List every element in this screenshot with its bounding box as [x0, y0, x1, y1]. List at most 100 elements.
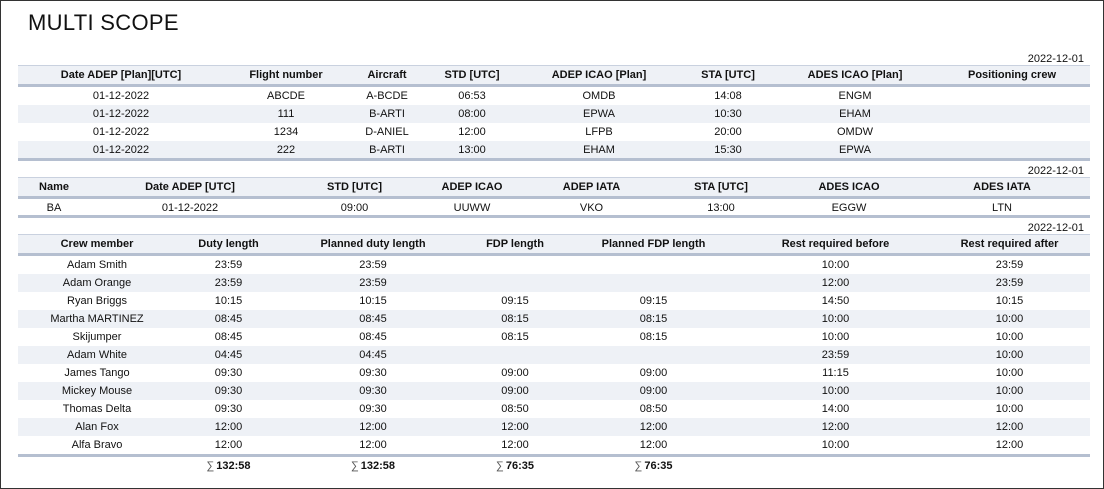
crew-cell: Skijumper — [72, 331, 122, 343]
flights-table: Date ADEP [Plan][UTC] Flight number Aircra… — [18, 65, 1090, 159]
crew-row: James Tango 09:30 09:30 09:00 09:00 11:15 10:0… — [18, 364, 1090, 382]
crew-cell: 23:59 — [742, 346, 929, 364]
crew-cell: 10:00 — [929, 346, 1090, 364]
crew-column-header: Crew member — [18, 234, 176, 256]
crew-header-row: Crew member Duty length Planned duty lengt… — [18, 234, 1090, 256]
positioning-column-header: ADEP IATA — [525, 177, 658, 199]
crew-row: Alan Fox 12:00 12:00 12:00 12:00 12:00 12:00 — [18, 418, 1090, 436]
crew-cell — [565, 274, 742, 292]
crew-cell: 23:59 — [929, 274, 1090, 292]
crew-cell: 23:59 — [214, 259, 243, 271]
positioning-column-header: STD [UTC] — [290, 177, 419, 199]
crew-cell: Mickey Mouse — [18, 382, 176, 400]
flight-cell: LFPB — [585, 126, 613, 138]
flight-column-header: Flight number — [224, 65, 348, 87]
crew-cell: 09:00 — [501, 367, 529, 379]
crew-cell: 23:59 — [995, 259, 1024, 271]
crew-cell: 23:59 — [359, 259, 387, 271]
crew-cell: 08:45 — [214, 331, 243, 343]
crew-cell: 10:00 — [995, 331, 1024, 343]
crew-total-cell: ∑ 132:58 — [281, 454, 465, 475]
crew-total-cell — [742, 454, 929, 475]
crew-cell: Alfa Bravo — [71, 439, 123, 451]
crew-cell: 10:00 — [821, 439, 850, 451]
flight-cell: 01-12-2022 — [18, 105, 224, 123]
crew-cell: 09:30 — [176, 382, 281, 400]
crew-cell: 12:00 — [639, 439, 668, 451]
sum-icon: ∑ — [634, 460, 643, 472]
positioning-column-header: ADES IATA — [914, 177, 1090, 199]
crew-cell: Alan Fox — [18, 418, 176, 436]
crew-cell: 11:15 — [822, 367, 849, 379]
crew-cell: 12:00 — [742, 274, 929, 292]
positioning-table-end-rule — [18, 215, 1090, 218]
crew-cell: 12:00 — [565, 418, 742, 436]
crew-cell: 09:00 — [465, 382, 565, 400]
flight-cell: 06:53 — [458, 90, 486, 102]
positioning-cell: UUWW — [453, 202, 491, 214]
crew-cell: 08:45 — [176, 310, 281, 328]
flight-cell — [934, 105, 1090, 123]
crew-cell: Adam Smith — [67, 259, 127, 271]
crew-column-header: Planned FDP length — [565, 234, 742, 256]
crew-cell: 10:00 — [742, 310, 929, 328]
positioning-cell: VKO — [579, 202, 604, 214]
crew-row: Skijumper 08:45 08:45 08:15 08:15 10:00 10:00 — [18, 328, 1090, 346]
flight-cell — [934, 141, 1090, 159]
flights-header-row: Date ADEP [Plan][UTC] Flight number Aircra… — [18, 65, 1090, 87]
positioning-column-header: Name — [18, 177, 90, 199]
flight-cell: 20:00 — [714, 126, 742, 138]
crew-cell: 04:45 — [176, 346, 281, 364]
crew-cell: 04:45 — [281, 346, 465, 364]
crew-cell: 10:00 — [995, 367, 1024, 379]
crew-cell: 12:00 — [742, 418, 929, 436]
crew-cell: 10:00 — [742, 382, 929, 400]
flights-date: 2022-12-01 — [1027, 53, 1084, 65]
crew-cell: 09:15 — [501, 295, 529, 307]
crew-cell: 10:15 — [995, 295, 1024, 307]
crew-cell: 10:00 — [929, 310, 1090, 328]
flight-cell: EPWA — [518, 105, 680, 123]
crew-cell: 09:30 — [281, 382, 465, 400]
positioning-date: 2022-12-01 — [1027, 165, 1084, 177]
crew-total-cell: ∑ 76:35 — [465, 454, 565, 475]
flight-cell: EHAM — [518, 141, 680, 159]
sum-icon: ∑ — [206, 460, 215, 472]
crew-cell: 09:30 — [359, 367, 387, 379]
flight-cell: 01-12-2022 — [92, 90, 150, 102]
crew-cell: 12:00 — [176, 418, 281, 436]
flight-cell: 10:30 — [680, 105, 776, 123]
crew-cell: 08:45 — [281, 310, 465, 328]
crew-cell: 09:30 — [214, 403, 243, 415]
positioning-row: BA 01-12-2022 09:00 UUWW VKO 13:00 EGGW LTN — [18, 198, 1090, 218]
flight-cell — [934, 123, 1090, 141]
flight-cell: A-BCDE — [366, 90, 408, 102]
flight-cell: 15:30 — [680, 141, 776, 159]
crew-cell — [565, 255, 742, 275]
crew-row: Mickey Mouse 09:30 09:30 09:00 09:00 10:00 10:… — [18, 382, 1090, 400]
crew-cell: 12:00 — [214, 439, 243, 451]
flight-cell: 111 — [224, 105, 348, 123]
crew-cell: 09:30 — [214, 367, 243, 379]
crew-column-header: Planned duty length — [281, 234, 465, 256]
crew-cell: 12:00 — [929, 418, 1090, 436]
crew-cell: Adam White — [18, 346, 176, 364]
crew-total-cell — [18, 454, 176, 475]
crew-cell: Martha MARTINEZ — [18, 310, 176, 328]
flight-row: 01-12-2022 222 B-ARTI 13:00 EHAM 15:30 EPWA — [18, 141, 1090, 159]
crew-totals-row: ∑ 132:58 ∑ 132:58 ∑ 76:35 ∑ 76:35 — [18, 454, 1090, 475]
crew-cell: 09:00 — [639, 367, 668, 379]
crew-row: Adam White 04:45 04:45 23:59 10:00 — [18, 346, 1090, 364]
crew-cell: 08:50 — [639, 403, 668, 415]
flight-cell: 13:00 — [426, 141, 518, 159]
flight-cell: D-ANIEL — [365, 126, 409, 138]
flight-cell: 1234 — [273, 126, 299, 138]
crew-total-cell — [929, 454, 1090, 475]
crew-cell: 09:30 — [359, 403, 387, 415]
crew-cell: 08:15 — [565, 310, 742, 328]
crew-cell: 08:15 — [465, 310, 565, 328]
crew-total-value: 132:58 — [216, 460, 251, 472]
positioning-header-row: Name Date ADEP [UTC] STD [UTC] ADEP ICAO ADE… — [18, 177, 1090, 199]
flight-cell: B-ARTI — [348, 141, 426, 159]
